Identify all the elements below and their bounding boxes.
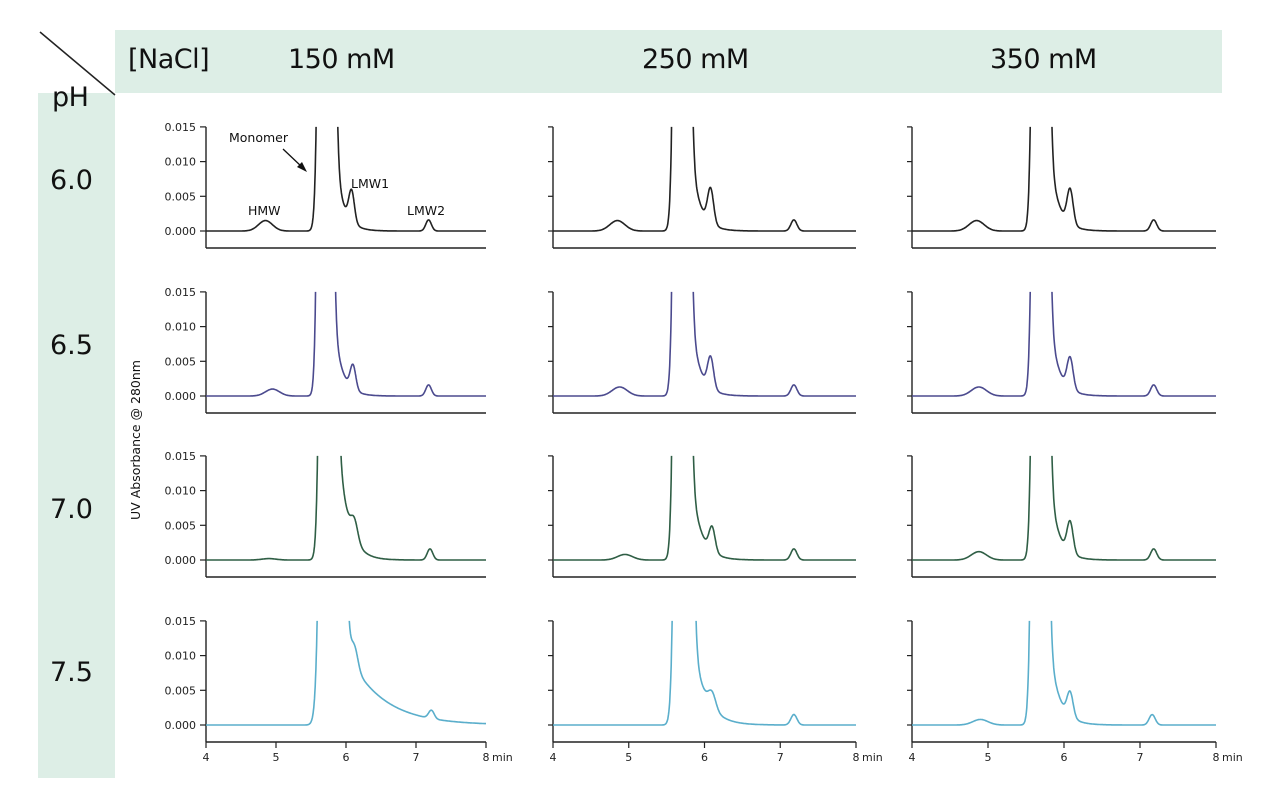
- y-tick-label: 0.015: [165, 121, 197, 134]
- ph-header-band: [38, 93, 115, 778]
- x-tick-label: 8: [853, 751, 860, 764]
- x-tick-label: 5: [273, 751, 280, 764]
- row-header-7-0: 7.0: [50, 494, 93, 525]
- x-tick-label: 7: [1137, 751, 1144, 764]
- y-tick-label: 0.015: [165, 450, 197, 463]
- y-tick-label: 0.005: [165, 519, 197, 532]
- panel-ph7-0-350mm: [907, 455, 1216, 578]
- x-unit-label: min: [492, 751, 513, 764]
- y-tick-label: 0.015: [165, 615, 197, 628]
- x-tick-label: 5: [985, 751, 992, 764]
- annotation-hmw: HMW: [248, 203, 281, 218]
- y-axis-label: UV Absorbance @ 280nm: [128, 360, 143, 520]
- x-tick-label: 6: [1061, 751, 1068, 764]
- x-tick-label: 6: [343, 751, 350, 764]
- panel-ph6-5-350mm: [907, 291, 1216, 414]
- row-header-7-5: 7.5: [50, 657, 93, 688]
- annotation-lmw2: LMW2: [407, 203, 445, 218]
- x-tick-label: 4: [550, 751, 557, 764]
- panel-ph7-5-250mm: 4 5 6 7 8 min: [548, 620, 883, 764]
- arrow-head-icon: [297, 162, 307, 172]
- annotation-monomer: Monomer: [229, 130, 289, 145]
- annotations: Monomer HMW LMW1 LMW2: [229, 130, 445, 218]
- x-unit-label: min: [1222, 751, 1243, 764]
- x-tick-label: 8: [1213, 751, 1220, 764]
- chromatogram-trace: [206, 126, 486, 232]
- panel-ph7-0-250mm: [548, 455, 856, 578]
- x-tick-label: 4: [203, 751, 210, 764]
- y-tick-label: 0.005: [165, 190, 197, 203]
- x-tick-label: 5: [625, 751, 632, 764]
- chromatogram-trace: [206, 455, 486, 561]
- panel-ph6-5-250mm: [548, 291, 856, 414]
- y-tick-label: 0.000: [165, 554, 197, 567]
- y-tick-label: 0.015: [165, 286, 197, 299]
- y-tick-label: 0.010: [165, 156, 197, 169]
- x-tick-label: 6: [701, 751, 708, 764]
- chromatogram-trace: [912, 620, 1216, 726]
- row-header-6-0: 6.0: [50, 165, 93, 196]
- chromatogram-trace: [553, 126, 856, 232]
- chromatogram-trace: [912, 291, 1216, 397]
- ph-label: pH: [52, 82, 89, 113]
- x-unit-label: min: [862, 751, 883, 764]
- nacl-label: [NaCl]: [128, 44, 210, 75]
- y-tick-label: 0.005: [165, 355, 197, 368]
- column-header-250: 250 mM: [642, 44, 749, 75]
- y-tick-label: 0.010: [165, 650, 197, 663]
- corner-diagonal: [39, 31, 116, 96]
- x-tick-label: 7: [413, 751, 420, 764]
- row-header-6-5: 6.5: [50, 330, 93, 361]
- y-tick-label: 0.000: [165, 719, 197, 732]
- y-tick-label: 0.010: [165, 321, 197, 334]
- x-tick-label: 4: [909, 751, 916, 764]
- y-tick-label: 0.010: [165, 485, 197, 498]
- column-header-150: 150 mM: [288, 44, 395, 75]
- panel-ph6-0-150mm: 0.000 0.005 0.010 0.015: [165, 121, 486, 249]
- chromatogram-trace: [912, 455, 1216, 561]
- panel-ph6-5-150mm: 0.000 0.005 0.010 0.015: [165, 286, 486, 414]
- panel-ph7-5-350mm: 4 5 6 7 8 min: [907, 620, 1243, 764]
- column-header-350: 350 mM: [990, 44, 1097, 75]
- annotation-lmw1: LMW1: [351, 176, 389, 191]
- x-tick-label: 8: [483, 751, 490, 764]
- y-tick-label: 0.000: [165, 390, 197, 403]
- chromatogram-trace: [206, 620, 486, 726]
- nacl-header-band: [115, 30, 1222, 93]
- panel-ph7-5-150mm: 0.000 0.005 0.010 0.015 4 5 6 7 8 min: [165, 615, 513, 764]
- chromatogram-trace: [553, 291, 856, 397]
- y-tick-label: 0.005: [165, 684, 197, 697]
- panel-ph6-0-250mm: [548, 126, 856, 249]
- chromatogram-trace: [553, 620, 856, 726]
- y-tick-label: 0.000: [165, 225, 197, 238]
- x-tick-label: 7: [777, 751, 784, 764]
- panel-ph6-0-350mm: [907, 126, 1216, 249]
- chromatogram-trace: [912, 126, 1216, 232]
- chromatogram-trace: [206, 291, 486, 397]
- chromatogram-trace: [553, 455, 856, 561]
- monomer-arrow: [282, 148, 303, 168]
- panel-ph7-0-150mm: 0.000 0.005 0.010 0.015: [165, 450, 486, 578]
